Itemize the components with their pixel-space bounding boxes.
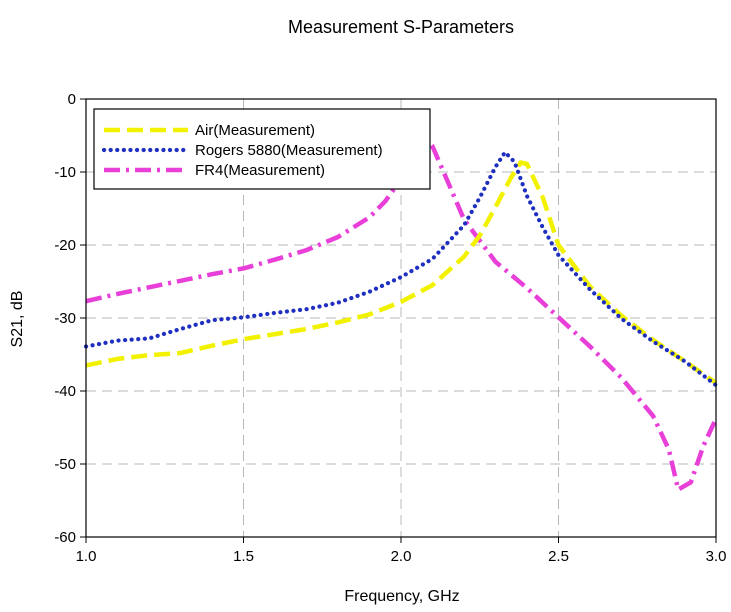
y-tick-label: -20 [54, 237, 76, 254]
y-tick-label: -60 [54, 529, 76, 546]
y-tick-label: 0 [68, 91, 76, 108]
x-tick-label: 3.0 [706, 548, 727, 565]
x-tick-label: 2.0 [391, 548, 412, 565]
axis-ticks: 1.0 1.5 2.0 2.5 3.0 0 -10 -20 -30 -40 -50 -60 [54, 91, 726, 565]
legend: Air(Measurement) Rogers 5880(Measurement)… [93, 108, 431, 190]
chart-title: Measurement S-Parameters [288, 17, 514, 37]
x-tick-label: 1.0 [76, 548, 97, 565]
series-line [85, 136, 719, 492]
series-line [85, 160, 718, 385]
x-axis-label: Frequency, GHz [344, 588, 459, 605]
y-tick-label: -10 [54, 164, 76, 181]
y-tick-label: -50 [54, 456, 76, 473]
legend-label: FR4(Measurement) [195, 162, 325, 179]
y-axis-label: S21, dB [9, 291, 26, 348]
series-line [83, 150, 719, 388]
x-tick-label: 1.5 [233, 548, 254, 565]
y-tick-label: -30 [54, 310, 76, 327]
legend-label: Rogers 5880(Measurement) [195, 142, 383, 159]
y-tick-label: -40 [54, 383, 76, 400]
legend-label: Air(Measurement) [195, 122, 315, 139]
x-tick-label: 2.5 [548, 548, 569, 565]
series-lines [83, 136, 719, 492]
